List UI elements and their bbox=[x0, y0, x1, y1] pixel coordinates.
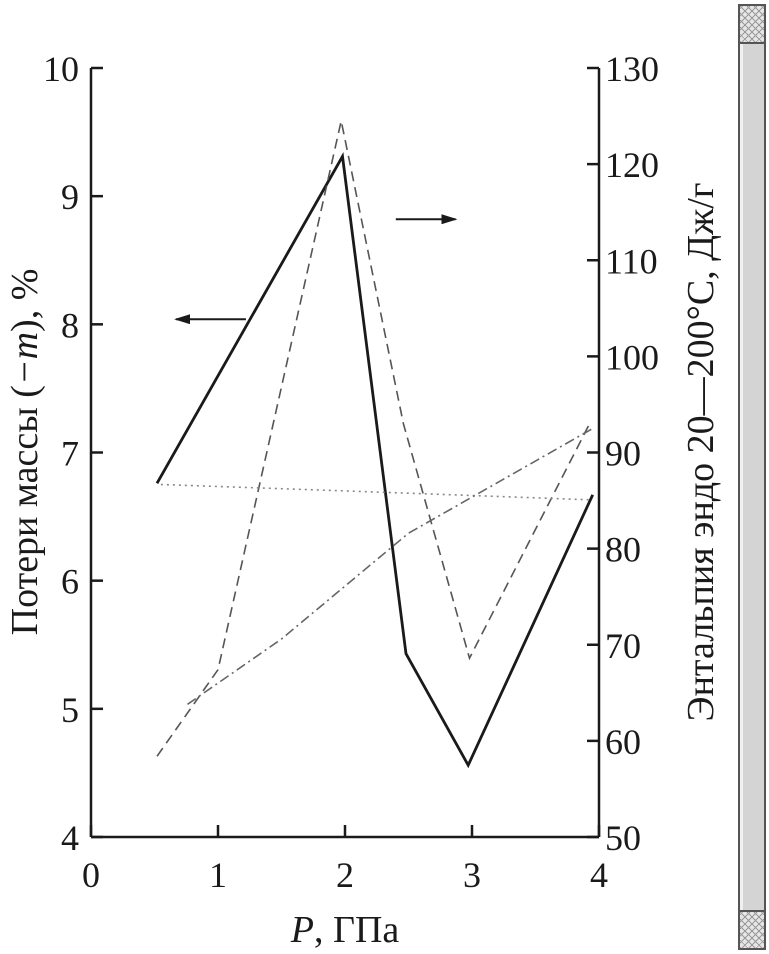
x-axis-unit: , ГПа bbox=[314, 909, 399, 951]
left-axis-title-pre: Потери массы ( bbox=[4, 385, 46, 635]
series-line-0-solid bbox=[155, 152, 594, 769]
x-axis-variable: P bbox=[290, 909, 314, 951]
series-line-2-dotted bbox=[160, 483, 593, 501]
left-axis-title-post: ), % bbox=[4, 269, 46, 332]
scroll-down-cap[interactable] bbox=[740, 910, 764, 948]
right-tick-label-1: 60 bbox=[605, 722, 641, 762]
ticks: 0 1 2 3 4 4 5 6 7 8 9 10 50 60 70 80 90 100 110 120 130 bbox=[43, 49, 659, 895]
right-axis-title: Энтальпия эндо 20—200°С, Дж/г bbox=[680, 183, 722, 722]
left-tick-label-5: 9 bbox=[61, 177, 79, 217]
series-line-3-dashdot bbox=[187, 427, 594, 705]
right-tick-label-5: 100 bbox=[605, 337, 659, 377]
scrollbar-track[interactable] bbox=[740, 44, 764, 910]
right-tick-label-0: 50 bbox=[605, 818, 641, 858]
vertical-scrollbar[interactable] bbox=[738, 4, 766, 950]
right-tick-label-3: 80 bbox=[605, 530, 641, 570]
annotations bbox=[174, 214, 458, 325]
left-tick-label-0: 4 bbox=[61, 818, 79, 858]
right-tick-label-6: 110 bbox=[605, 241, 658, 281]
left-tick-label-4: 8 bbox=[61, 305, 79, 345]
left-tick-label-2: 6 bbox=[61, 562, 79, 602]
right-tick-label-2: 70 bbox=[605, 626, 641, 666]
x-axis-title: P, ГПа bbox=[290, 909, 400, 951]
x-tick-label-0: 0 bbox=[82, 855, 100, 895]
left-tick-label-6: 10 bbox=[43, 49, 79, 89]
series-group bbox=[155, 120, 594, 769]
series-line-1-dashed bbox=[156, 120, 591, 757]
right-tick-label-7: 120 bbox=[605, 145, 659, 185]
right-tick-label-4: 90 bbox=[605, 434, 641, 474]
scroll-up-cap[interactable] bbox=[740, 6, 764, 44]
x-tick-label-1: 1 bbox=[209, 855, 227, 895]
left-axis-title: Потери массы (−m), % bbox=[4, 269, 46, 636]
x-tick-label-4: 4 bbox=[590, 855, 608, 895]
left-tick-label-1: 5 bbox=[61, 690, 79, 730]
left-tick-label-3: 7 bbox=[61, 434, 79, 474]
left-axis-title-variable: −m bbox=[4, 332, 46, 385]
x-tick-label-3: 3 bbox=[463, 855, 481, 895]
x-tick-label-2: 2 bbox=[336, 855, 354, 895]
right-tick-label-8: 130 bbox=[605, 49, 659, 89]
